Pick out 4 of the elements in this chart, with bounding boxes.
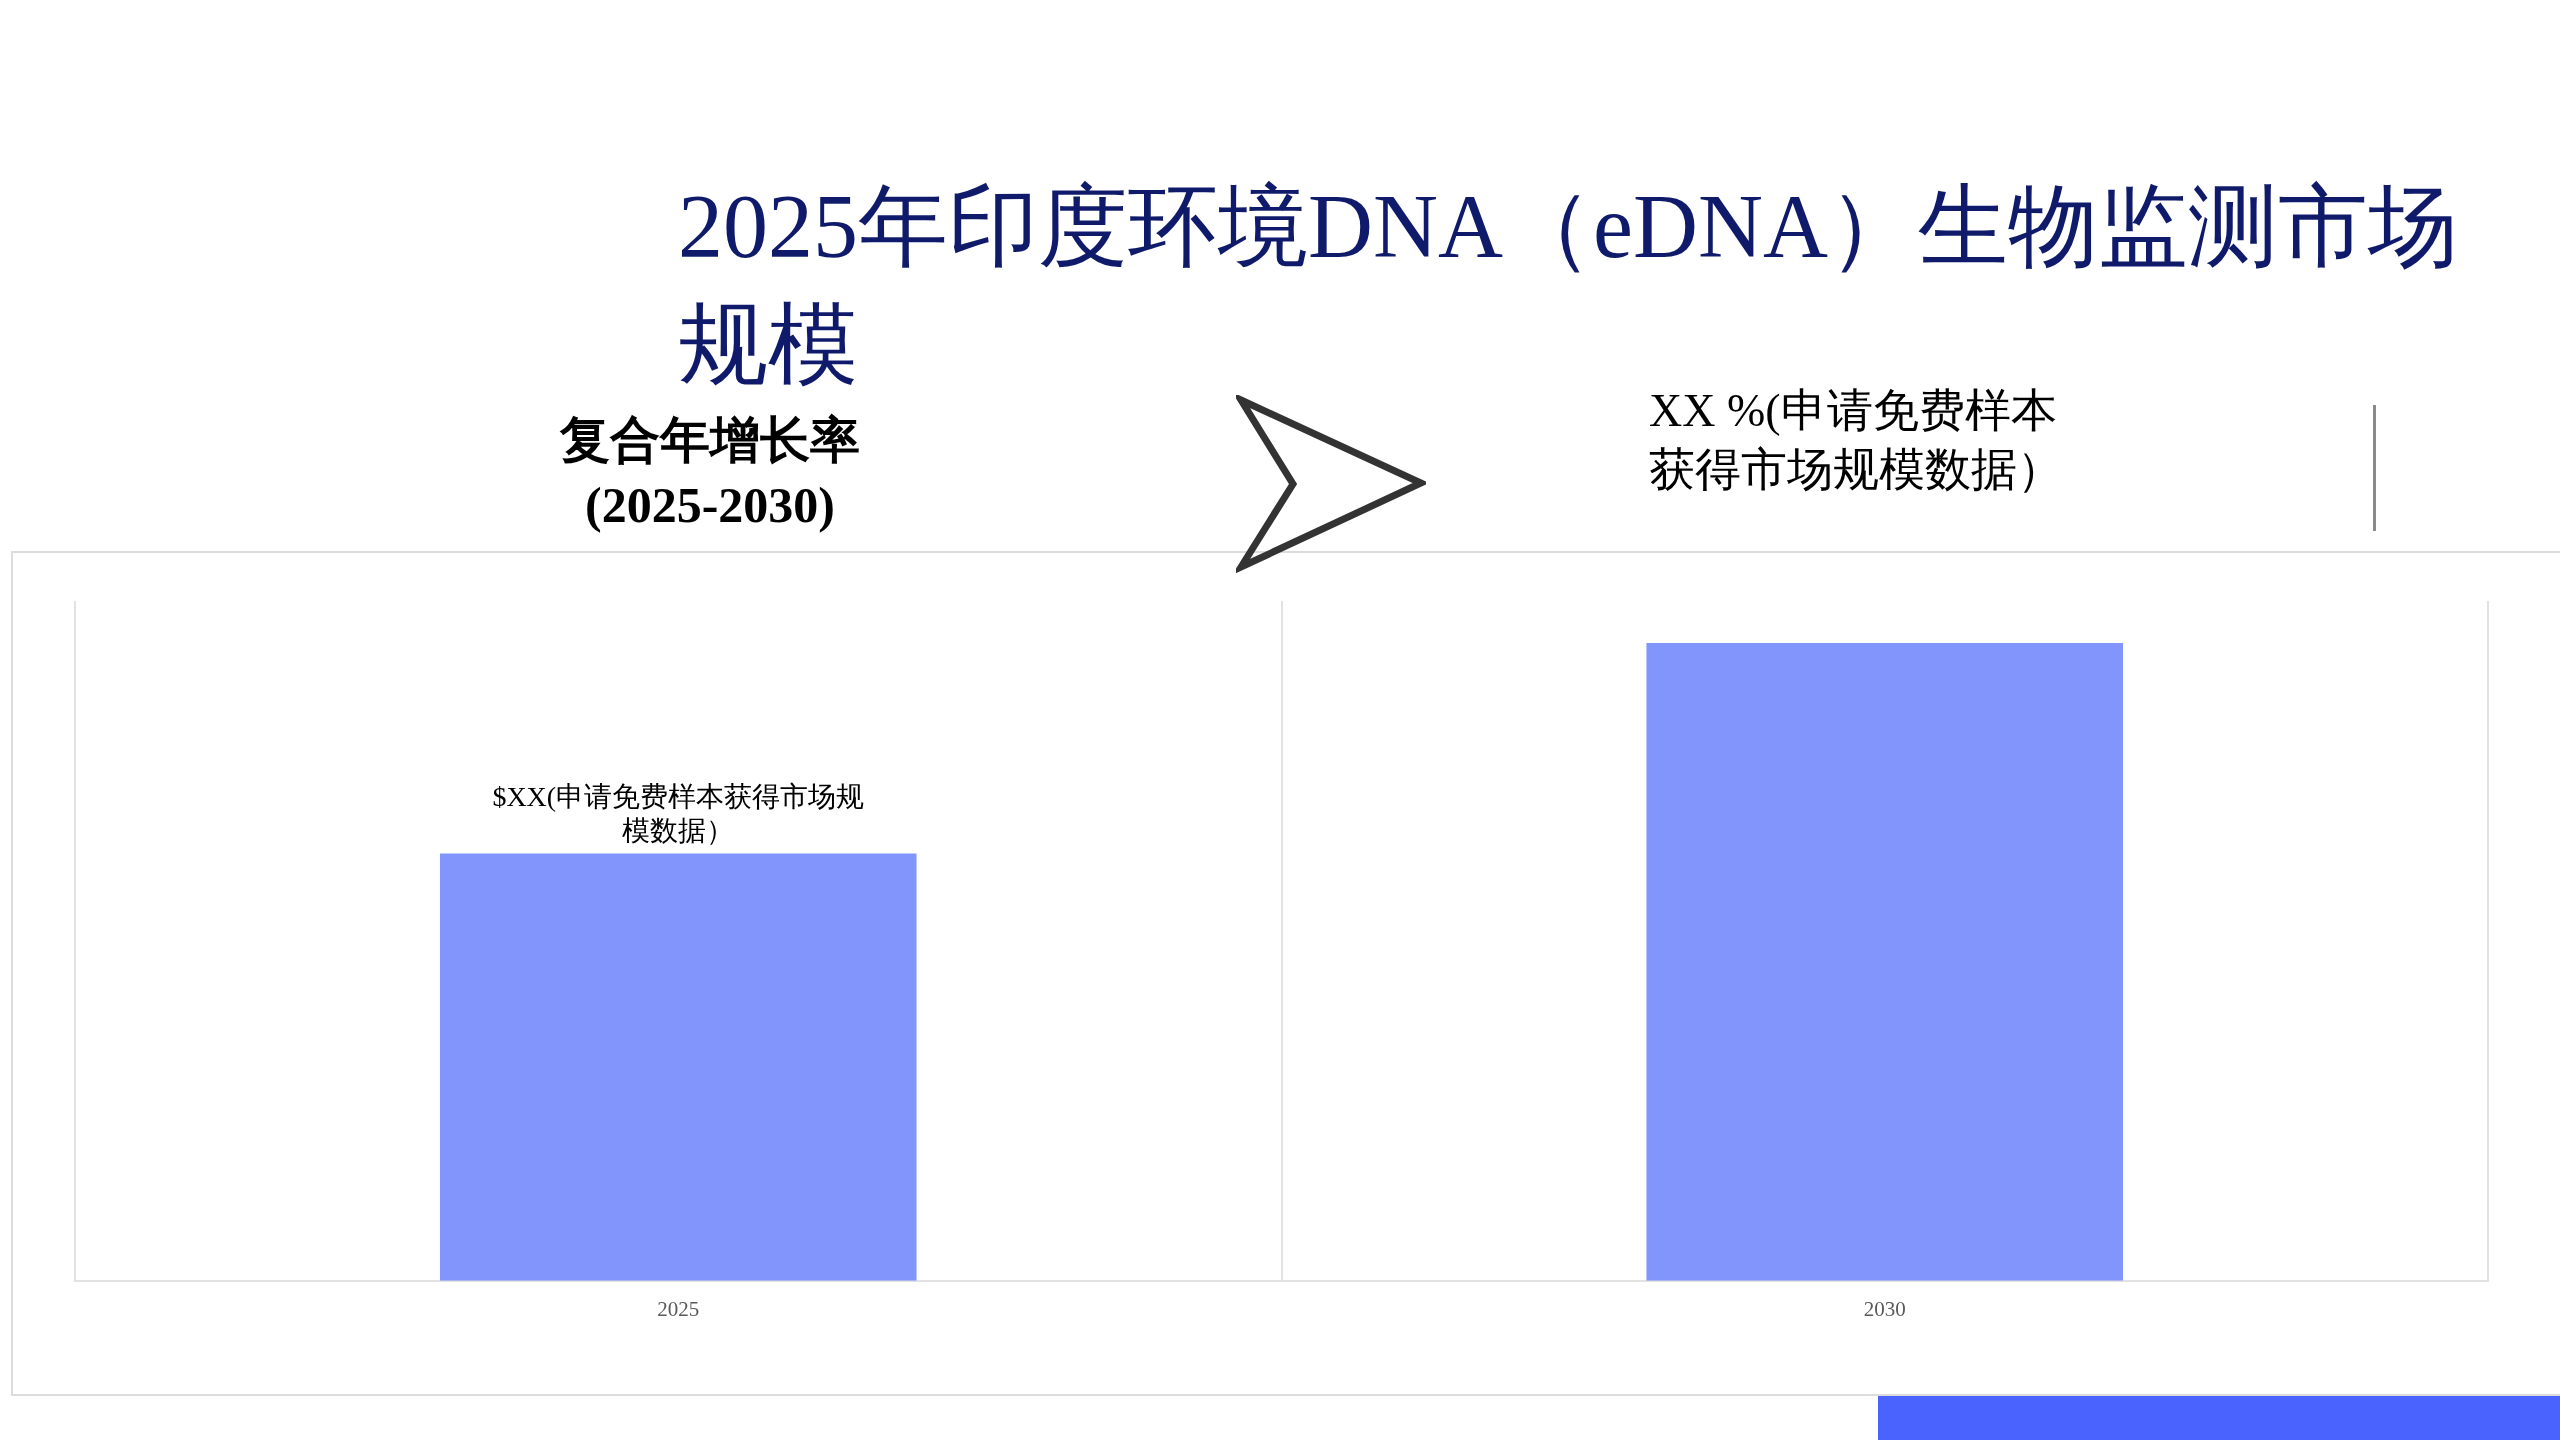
x-tick-label: 2030	[1863, 1296, 1906, 1321]
x-tick-label: 2025	[657, 1296, 700, 1321]
annotation: $XX(申请免费样本获得市场规模数据）	[492, 780, 865, 846]
text: 复合年增长率 (2025-2030)	[559, 411, 861, 535]
